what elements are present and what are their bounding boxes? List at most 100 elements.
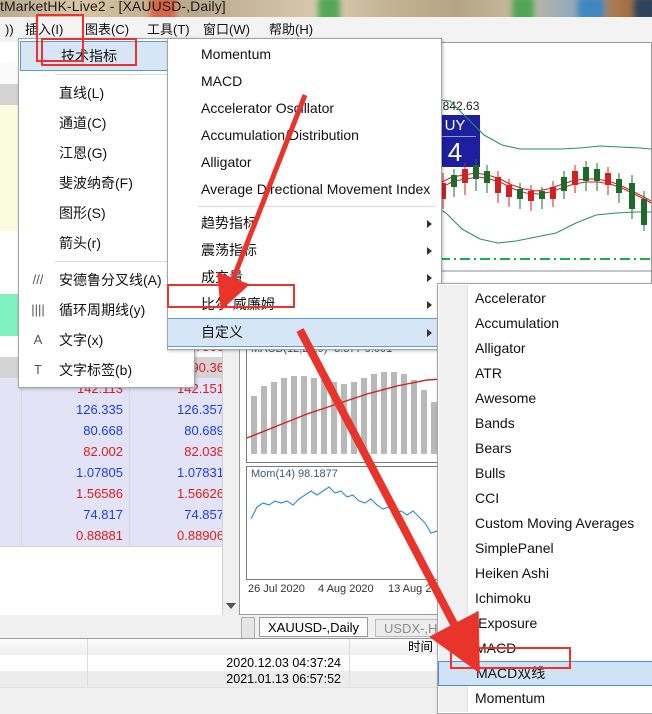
insert-menu-item-4[interactable]: 斐波纳奇(F) (59, 175, 133, 191)
row-symbol-cell (0, 378, 22, 399)
indicator-menu-item-2[interactable]: Accelerator Oscillator (201, 100, 335, 116)
custom-menu-item-14[interactable]: MACD (475, 640, 517, 656)
row-ask-cell: 74.857 (184, 507, 224, 522)
row-symbol-cell (0, 441, 22, 462)
indicators-submenu[interactable]: Momentum MACD Accelerator Oscillator Accumu… (167, 38, 442, 350)
candlestick-chart (240, 98, 651, 272)
window-title-bar: tMarketHK-Live2 - [XAUUSD-,Daily] (0, 0, 652, 17)
row-bid-cell: 74.817 (22, 504, 130, 525)
row-bid-cell: 1.56586 (22, 483, 130, 504)
market-watch-row[interactable]: 80.668 80.689 (0, 420, 238, 442)
header-cell-0 (0, 639, 88, 655)
row-symbol-cell (0, 399, 22, 420)
custom-menu-item-4[interactable]: Awesome (475, 390, 537, 406)
tab-scroll-button[interactable] (241, 617, 255, 639)
order-lots-label: 4 (447, 137, 463, 167)
custom-indicators-submenu[interactable]: Accelerator Accumulation Alligator ATR Aweso… (437, 283, 652, 714)
custom-menu-item-6[interactable]: Bears (475, 440, 512, 456)
market-watch-row[interactable]: 0.88881 0.88906 (0, 525, 238, 547)
market-watch-row[interactable]: 74.817 74.857 (0, 504, 238, 526)
custom-menu-item-9[interactable]: Custom Moving Averages (475, 515, 635, 531)
chart-price-label: 1842.63 (436, 99, 480, 113)
custom-menu-item-7[interactable]: Bulls (475, 465, 506, 481)
row-ask-cell: 0.88906 (177, 528, 224, 543)
indicator-menu-item-9[interactable]: 比尔 威廉姆 (168, 291, 441, 318)
indicator-menu-item-1[interactable]: MACD (201, 73, 243, 89)
market-watch-row[interactable]: 1.56586 1.56626 (0, 483, 238, 505)
indicator-menu-item-4[interactable]: Alligator (201, 154, 252, 170)
momentum-label: Mom(14) 98.1877 (251, 468, 338, 480)
menu-separator (55, 74, 188, 75)
row-ask-cell: 82.038 (184, 444, 224, 459)
menu-item-chart[interactable]: 图表(C) (85, 22, 130, 37)
row-cell-time: 2021.01.13 06:57:52 (88, 671, 350, 687)
chevron-right-icon (427, 301, 432, 309)
indicator-menu-item-7[interactable]: 震荡指标 (168, 237, 441, 264)
custom-menu-item-5[interactable]: Bands (475, 415, 515, 431)
row-symbol-cell (0, 504, 22, 525)
row-bid-cell: 82.002 (22, 441, 130, 462)
custom-menu-item-13[interactable]: iExposure (475, 615, 538, 631)
market-watch-row[interactable]: 1.07805 1.07831 (0, 462, 238, 484)
row-ask-cell: 126.357 (177, 402, 224, 417)
x-axis-label-0: 26 Jul 2020 (248, 583, 305, 595)
row-bid-cell: 1.07805 (22, 462, 130, 483)
order-side-label: UY (444, 117, 466, 134)
insert-menu-item-7[interactable]: 安德鲁分叉线(A)/// (19, 265, 194, 295)
row-ask-cell: 80.689 (184, 423, 224, 438)
row-cell-0 (0, 671, 88, 687)
x-axis-label-1: 4 Aug 2020 (318, 583, 374, 595)
custom-menu-item-15[interactable]: MACD双线 (438, 661, 652, 686)
row-symbol-cell (0, 483, 22, 504)
insert-menu-item-9[interactable]: 文字(x) A (19, 325, 194, 355)
header-cell-time: 时间 (350, 639, 442, 655)
menu-separator (198, 206, 435, 207)
custom-menu-item-12[interactable]: Ichimoku (475, 590, 532, 606)
menu-separator (55, 261, 188, 262)
menu-item-icon: /// (32, 272, 44, 287)
chevron-right-icon (427, 220, 432, 228)
custom-menu-item-11[interactable]: Heiken Ashi (475, 565, 549, 581)
tab-xauusd-daily[interactable]: XAUUSD-,Daily (259, 617, 369, 637)
row-cell-0 (0, 655, 88, 671)
custom-menu-item-8[interactable]: CCI (475, 490, 500, 506)
page-title: tMarketHK-Live2 - [XAUUSD-,Daily] (0, 0, 226, 14)
menu-item-insert[interactable]: 插入(I) (25, 22, 64, 37)
menu-item-help[interactable]: 帮助(H) (269, 22, 314, 37)
indicator-menu-item-0[interactable]: Momentum (201, 46, 272, 62)
insert-menu-item-10[interactable]: 文字标签(b) T (19, 355, 194, 385)
market-watch-row[interactable]: 82.002 82.038 (0, 441, 238, 463)
indicator-menu-item-5[interactable]: Average Directional Movement Index (201, 181, 431, 197)
custom-menu-item-1[interactable]: Accumulation (475, 315, 560, 331)
row-symbol-cell (0, 462, 22, 483)
indicator-menu-item-10[interactable]: 自定义 (168, 318, 441, 347)
menu-item-icon: |||| (31, 302, 45, 317)
row-bid-cell: 0.88881 (22, 525, 130, 546)
indicator-menu-item-8[interactable]: 成交量 (168, 264, 441, 291)
row-symbol-cell (0, 420, 22, 441)
insert-menu-item-8[interactable]: 循环周期线(y) |||| (19, 295, 194, 325)
row-ask-cell: 1.56626 (177, 486, 224, 501)
indicator-menu-item-3[interactable]: Accumulation/Distribution (201, 127, 359, 143)
header-cell-1 (88, 639, 350, 655)
custom-menu-item-16[interactable]: Momentum (475, 690, 546, 706)
menu-item-0[interactable]: )) (5, 22, 14, 37)
market-watch-row[interactable]: 126.335 126.357 (0, 399, 238, 421)
custom-menu-item-0[interactable]: Accelerator (475, 290, 546, 306)
menu-item-icon: A (33, 332, 43, 347)
menu-item-icon: T (34, 362, 42, 377)
row-bid-cell: 126.335 (22, 399, 130, 420)
chevron-right-icon (427, 329, 432, 337)
row-cell-2 (350, 671, 442, 687)
row-ask-cell: 90.36 (191, 360, 224, 375)
custom-menu-item-3[interactable]: ATR (475, 365, 502, 381)
chevron-right-icon (427, 274, 432, 282)
menu-item-window[interactable]: 窗口(W) (203, 22, 250, 37)
custom-menu-item-10[interactable]: SimplePanel (475, 540, 554, 556)
chevron-right-icon (427, 247, 432, 255)
row-cell-2 (350, 655, 442, 671)
custom-menu-item-2[interactable]: Alligator (475, 340, 526, 356)
scroll-down-icon[interactable] (226, 603, 236, 609)
indicator-menu-item-6[interactable]: 趋势指标 (168, 210, 441, 237)
menu-item-tools[interactable]: 工具(T) (147, 22, 190, 37)
